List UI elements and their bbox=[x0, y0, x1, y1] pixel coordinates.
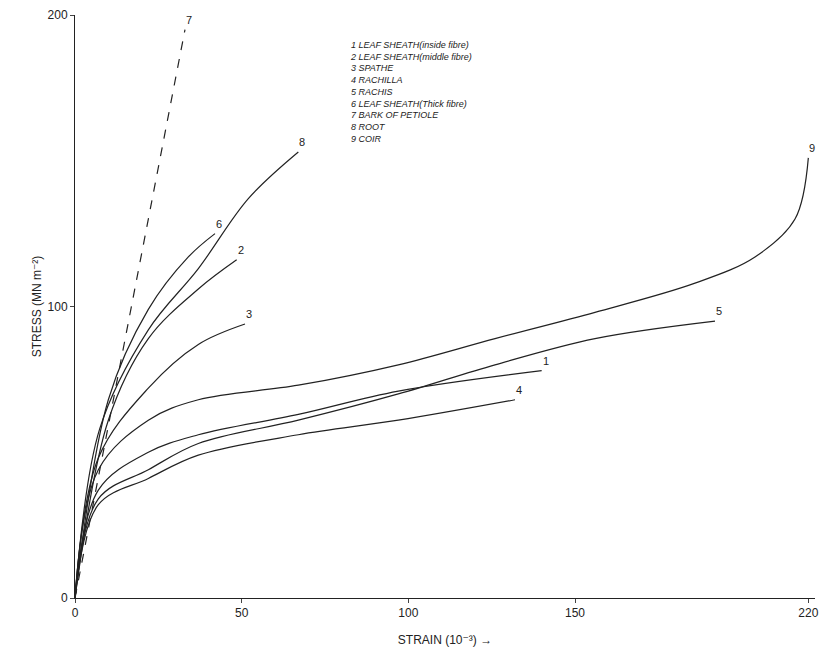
svg-text:100: 100 bbox=[48, 300, 68, 314]
svg-text:6: 6 bbox=[216, 218, 222, 230]
svg-text:50: 50 bbox=[235, 606, 249, 620]
svg-text:STRAIN (10⁻³) →: STRAIN (10⁻³) → bbox=[398, 633, 492, 647]
svg-text:220: 220 bbox=[798, 606, 818, 620]
svg-text:7: 7 bbox=[186, 14, 192, 26]
svg-text:2: 2 bbox=[238, 244, 244, 256]
svg-text:STRESS (MN m⁻²): STRESS (MN m⁻²) bbox=[30, 256, 44, 358]
svg-text:150: 150 bbox=[565, 606, 585, 620]
svg-text:100: 100 bbox=[398, 606, 418, 620]
svg-text:0: 0 bbox=[61, 591, 68, 605]
svg-text:200: 200 bbox=[48, 8, 68, 22]
svg-text:1: 1 bbox=[543, 355, 549, 367]
svg-text:1 LEAF SHEATH(inside fibre)2 L: 1 LEAF SHEATH(inside fibre)2 LEAF SHEATH… bbox=[350, 40, 472, 144]
svg-text:8: 8 bbox=[299, 136, 305, 148]
svg-text:0: 0 bbox=[72, 606, 79, 620]
svg-text:5: 5 bbox=[716, 305, 722, 317]
svg-text:9: 9 bbox=[809, 142, 815, 154]
svg-text:4: 4 bbox=[516, 384, 522, 396]
svg-text:3: 3 bbox=[246, 308, 252, 320]
